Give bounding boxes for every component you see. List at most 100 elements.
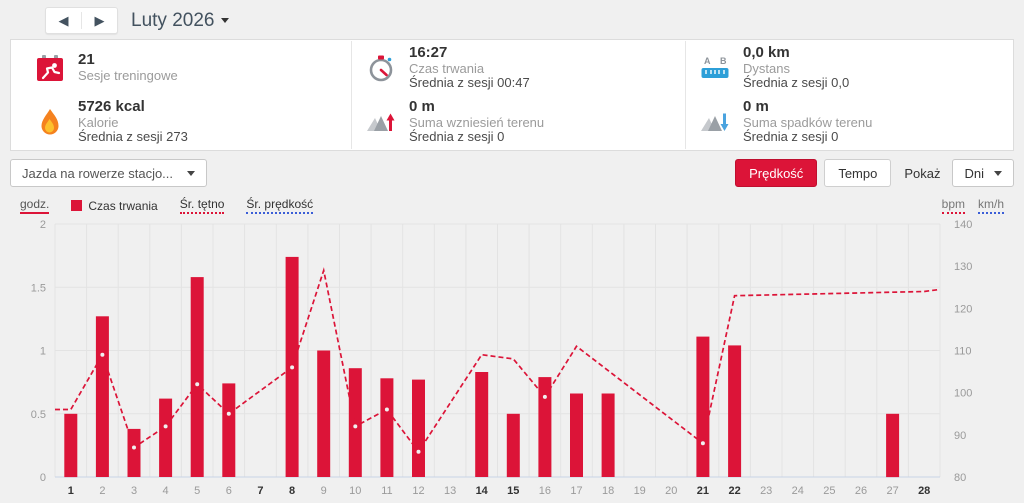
legend-heart-rate[interactable]: Śr. tętno bbox=[179, 197, 225, 214]
month-title: Luty 2026 bbox=[131, 9, 215, 31]
duration-bar-day-22[interactable] bbox=[728, 345, 742, 477]
tempo-toggle-button[interactable]: Tempo bbox=[824, 159, 892, 187]
stat-avg: Średnia z sesji 00:47 bbox=[409, 75, 530, 91]
svg-text:21: 21 bbox=[697, 485, 709, 497]
heart-rate-point-day-6[interactable] bbox=[225, 410, 232, 417]
stat-label: Dystans bbox=[743, 60, 790, 76]
next-month-button[interactable]: ▶ bbox=[82, 8, 117, 33]
duration-bar-day-16[interactable] bbox=[538, 377, 552, 477]
svg-text:9: 9 bbox=[321, 485, 327, 497]
svg-text:3: 3 bbox=[131, 485, 137, 497]
heart-rate-point-day-21[interactable] bbox=[699, 440, 707, 447]
svg-text:B: B bbox=[720, 56, 727, 66]
stat-sessions: 21 Sesje treningowe bbox=[11, 41, 351, 95]
svg-text:13: 13 bbox=[444, 485, 456, 497]
svg-text:5: 5 bbox=[194, 485, 200, 497]
duration-bar-day-3[interactable] bbox=[127, 428, 141, 477]
stat-avg: Średnia z sesji 0,0 bbox=[743, 75, 850, 91]
svg-text:28: 28 bbox=[918, 485, 930, 497]
legend-duration[interactable]: Czas trwania bbox=[71, 198, 158, 213]
svg-text:24: 24 bbox=[792, 485, 804, 497]
chevron-down-icon bbox=[187, 170, 196, 176]
stopwatch-icon bbox=[369, 55, 393, 82]
heart-rate-point-day-8[interactable] bbox=[288, 364, 296, 371]
duration-bar-day-11[interactable] bbox=[380, 378, 394, 477]
svg-text:130: 130 bbox=[954, 261, 972, 273]
duration-bar-day-15[interactable] bbox=[506, 413, 520, 478]
activity-filter-value: Jazda na rowerze stacjo... bbox=[22, 165, 174, 181]
svg-text:19: 19 bbox=[634, 485, 646, 497]
duration-bar-day-4[interactable] bbox=[159, 398, 173, 477]
flame-icon bbox=[41, 109, 59, 135]
duration-bar-day-21[interactable] bbox=[696, 336, 710, 477]
duration-bar-day-1[interactable] bbox=[64, 413, 78, 478]
duration-bar-day-9[interactable] bbox=[317, 350, 331, 478]
activity-filter-select[interactable]: Jazda na rowerze stacjo... bbox=[10, 159, 208, 187]
duration-bar-day-27[interactable] bbox=[886, 413, 900, 478]
stat-value: 0 m bbox=[743, 98, 769, 116]
duration-bar-day-14[interactable] bbox=[475, 372, 489, 477]
nav-divider bbox=[81, 12, 82, 29]
svg-text:1.5: 1.5 bbox=[31, 282, 46, 294]
svg-text:12: 12 bbox=[412, 485, 424, 497]
stat-value: 21 bbox=[78, 51, 95, 69]
stat-value: 5726 kcal bbox=[78, 98, 145, 116]
duration-swatch-icon bbox=[71, 200, 83, 211]
svg-text:10: 10 bbox=[349, 485, 361, 497]
duration-bar-day-12[interactable] bbox=[412, 379, 425, 477]
duration-bar-day-5[interactable] bbox=[190, 277, 204, 477]
training-chart: 0 0.5 1 1.5 2 80 90 100 110 120 130 140 1 2 3 4 5 6 7 8 9 10 1… bbox=[0, 217, 1024, 502]
month-title-dropdown[interactable]: Luty 2026 bbox=[131, 9, 230, 32]
top-bar: ◀ ▶ Luty 2026 bbox=[0, 0, 1024, 39]
svg-text:8: 8 bbox=[289, 485, 295, 497]
stat-value: 16:27 bbox=[409, 44, 448, 62]
distance-ruler-icon: A B bbox=[701, 56, 729, 78]
summary-panel: 21 Sesje treningowe 16:27 Czas trwania Ś… bbox=[10, 39, 1014, 151]
duration-bar-day-18[interactable] bbox=[601, 393, 615, 478]
svg-text:16: 16 bbox=[539, 485, 551, 497]
chevron-down-icon bbox=[994, 170, 1002, 176]
stat-descent: 0 m Suma spadków terenu Średnia z sesji … bbox=[685, 95, 1013, 149]
duration-bar-day-6[interactable] bbox=[222, 383, 236, 477]
stat-label: Kalorie bbox=[78, 114, 119, 130]
duration-bar-day-2[interactable] bbox=[95, 316, 109, 477]
heart-rate-point-day-16[interactable] bbox=[541, 393, 549, 401]
month-nav: ◀ ▶ bbox=[45, 7, 118, 34]
heart-rate-point-day-4[interactable] bbox=[162, 423, 169, 430]
interval-select[interactable]: Dni bbox=[952, 159, 1014, 187]
heart-rate-line bbox=[55, 267, 941, 454]
svg-text:1: 1 bbox=[68, 485, 74, 497]
stat-label: Suma spadków terenu bbox=[743, 114, 873, 130]
heart-rate-point-day-12[interactable] bbox=[415, 448, 422, 455]
left-axis-unit: godz. bbox=[20, 197, 50, 214]
stat-label: Suma wzniesień terenu bbox=[409, 114, 545, 130]
svg-text:20: 20 bbox=[665, 485, 677, 497]
svg-text:6: 6 bbox=[226, 485, 232, 497]
stat-label: Sesje treningowe bbox=[78, 68, 178, 84]
svg-text:7: 7 bbox=[257, 485, 263, 497]
stat-value: 0 m bbox=[409, 98, 435, 116]
svg-text:23: 23 bbox=[760, 485, 772, 497]
heart-rate-point-day-2[interactable] bbox=[99, 351, 106, 358]
legend-speed[interactable]: Śr. prędkość bbox=[246, 197, 314, 214]
svg-text:140: 140 bbox=[954, 219, 972, 231]
svg-text:11: 11 bbox=[381, 485, 392, 497]
chart-legend: godz. Czas trwania Śr. tętno Śr. prędkoś… bbox=[20, 197, 1004, 214]
svg-text:120: 120 bbox=[954, 303, 972, 315]
show-label: Pokaż bbox=[904, 165, 941, 181]
stat-distance: A B 0,0 km Dystans Średnia z sesji 0,0 bbox=[685, 41, 1013, 95]
duration-bar-day-17[interactable] bbox=[570, 393, 583, 478]
heart-rate-point-day-3[interactable] bbox=[130, 444, 138, 451]
heart-rate-point-day-10[interactable] bbox=[352, 423, 359, 430]
legend-duration-label: Czas trwania bbox=[88, 198, 158, 213]
heart-rate-point-day-11[interactable] bbox=[383, 406, 391, 413]
right-axis-unit-bpm: bpm bbox=[941, 197, 965, 214]
duration-bar-day-10[interactable] bbox=[348, 368, 362, 477]
heart-rate-point-day-5[interactable] bbox=[193, 380, 201, 388]
svg-text:2: 2 bbox=[99, 485, 105, 497]
speed-toggle-button[interactable]: Prędkość bbox=[735, 159, 818, 187]
stat-avg: Średnia z sesji 273 bbox=[78, 129, 188, 145]
prev-month-button[interactable]: ◀ bbox=[46, 8, 81, 33]
descent-mountain-icon bbox=[701, 113, 729, 131]
